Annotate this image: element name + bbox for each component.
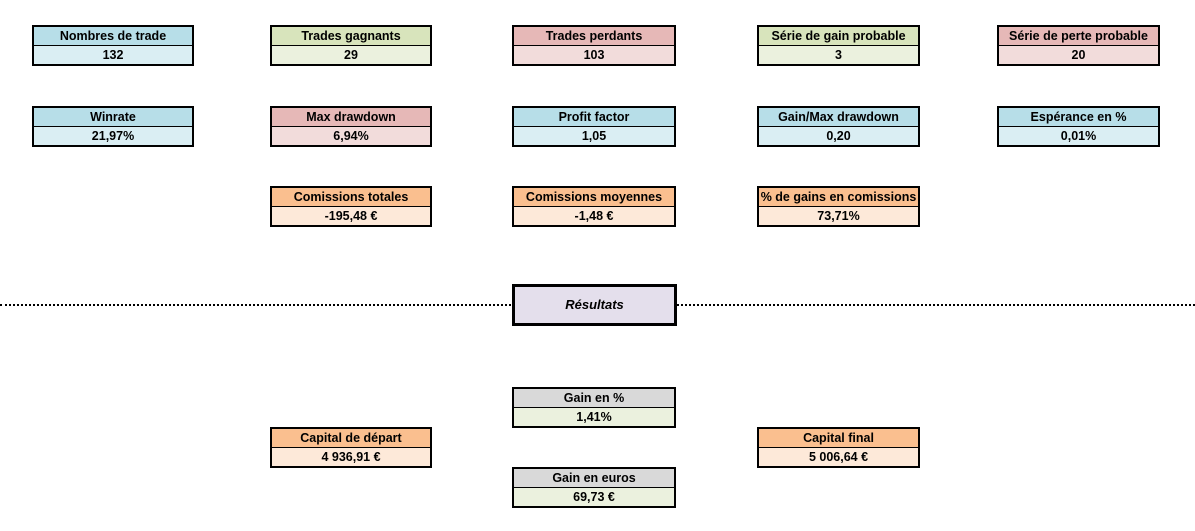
stat-box-max-drawdown: Max drawdown 6,94% (270, 106, 432, 147)
cell-esperance-value[interactable]: 0,01% (999, 127, 1158, 145)
stat-box-pct-gains-en-comissions: % de gains en comissions 73,71% (757, 186, 920, 227)
cell-pct-gains-comissions-value[interactable]: 73,71% (759, 207, 918, 225)
cell-capital-depart-value[interactable]: 4 936,91 € (272, 448, 430, 466)
stat-box-comissions-totales: Comissions totales -195,48 € (270, 186, 432, 227)
cell-gain-pct-value[interactable]: 1,41% (514, 408, 674, 426)
cell-nombres-de-trade-label[interactable]: Nombres de trade (34, 27, 192, 46)
stat-box-nombres-de-trade: Nombres de trade 132 (32, 25, 194, 66)
cell-winrate-value[interactable]: 21,97% (34, 127, 192, 145)
cell-winrate-label[interactable]: Winrate (34, 108, 192, 127)
cell-serie-gain-label[interactable]: Série de gain probable (759, 27, 918, 46)
stat-box-comissions-moyennes: Comissions moyennes -1,48 € (512, 186, 676, 227)
cell-gain-max-drawdown-value[interactable]: 0,20 (759, 127, 918, 145)
cell-comissions-totales-label[interactable]: Comissions totales (272, 188, 430, 207)
cell-profit-factor-label[interactable]: Profit factor (514, 108, 674, 127)
cell-comissions-totales-value[interactable]: -195,48 € (272, 207, 430, 225)
cell-nombres-de-trade-value[interactable]: 132 (34, 46, 192, 64)
results-title-box: Résultats (512, 284, 677, 326)
stat-box-winrate: Winrate 21,97% (32, 106, 194, 147)
stat-box-gain-en-pct: Gain en % 1,41% (512, 387, 676, 428)
cell-capital-depart-label[interactable]: Capital de départ (272, 429, 430, 448)
stat-box-profit-factor: Profit factor 1,05 (512, 106, 676, 147)
cell-profit-factor-value[interactable]: 1,05 (514, 127, 674, 145)
stat-box-serie-de-perte-probable: Série de perte probable 20 (997, 25, 1160, 66)
stat-box-gain-max-drawdown: Gain/Max drawdown 0,20 (757, 106, 920, 147)
cell-serie-gain-value[interactable]: 3 (759, 46, 918, 64)
stat-box-serie-de-gain-probable: Série de gain probable 3 (757, 25, 920, 66)
cell-max-drawdown-label[interactable]: Max drawdown (272, 108, 430, 127)
cell-serie-perte-label[interactable]: Série de perte probable (999, 27, 1158, 46)
cell-trades-gagnants-value[interactable]: 29 (272, 46, 430, 64)
cell-capital-final-value[interactable]: 5 006,64 € (759, 448, 918, 466)
cell-trades-gagnants-label[interactable]: Trades gagnants (272, 27, 430, 46)
stat-box-esperance-en-pct: Espérance en % 0,01% (997, 106, 1160, 147)
cell-gain-max-drawdown-label[interactable]: Gain/Max drawdown (759, 108, 918, 127)
cell-serie-perte-value[interactable]: 20 (999, 46, 1158, 64)
cell-gain-euros-label[interactable]: Gain en euros (514, 469, 674, 488)
stat-box-gain-en-euros: Gain en euros 69,73 € (512, 467, 676, 508)
cell-gain-euros-value[interactable]: 69,73 € (514, 488, 674, 506)
cell-trades-perdants-label[interactable]: Trades perdants (514, 27, 674, 46)
cell-gain-pct-label[interactable]: Gain en % (514, 389, 674, 408)
cell-pct-gains-comissions-label[interactable]: % de gains en comissions (759, 188, 918, 207)
cell-max-drawdown-value[interactable]: 6,94% (272, 127, 430, 145)
cell-esperance-label[interactable]: Espérance en % (999, 108, 1158, 127)
stat-box-trades-gagnants: Trades gagnants 29 (270, 25, 432, 66)
stat-box-capital-final: Capital final 5 006,64 € (757, 427, 920, 468)
cell-capital-final-label[interactable]: Capital final (759, 429, 918, 448)
cell-comissions-moyennes-label[interactable]: Comissions moyennes (514, 188, 674, 207)
stat-box-capital-de-depart: Capital de départ 4 936,91 € (270, 427, 432, 468)
cell-trades-perdants-value[interactable]: 103 (514, 46, 674, 64)
cell-comissions-moyennes-value[interactable]: -1,48 € (514, 207, 674, 225)
stat-box-trades-perdants: Trades perdants 103 (512, 25, 676, 66)
